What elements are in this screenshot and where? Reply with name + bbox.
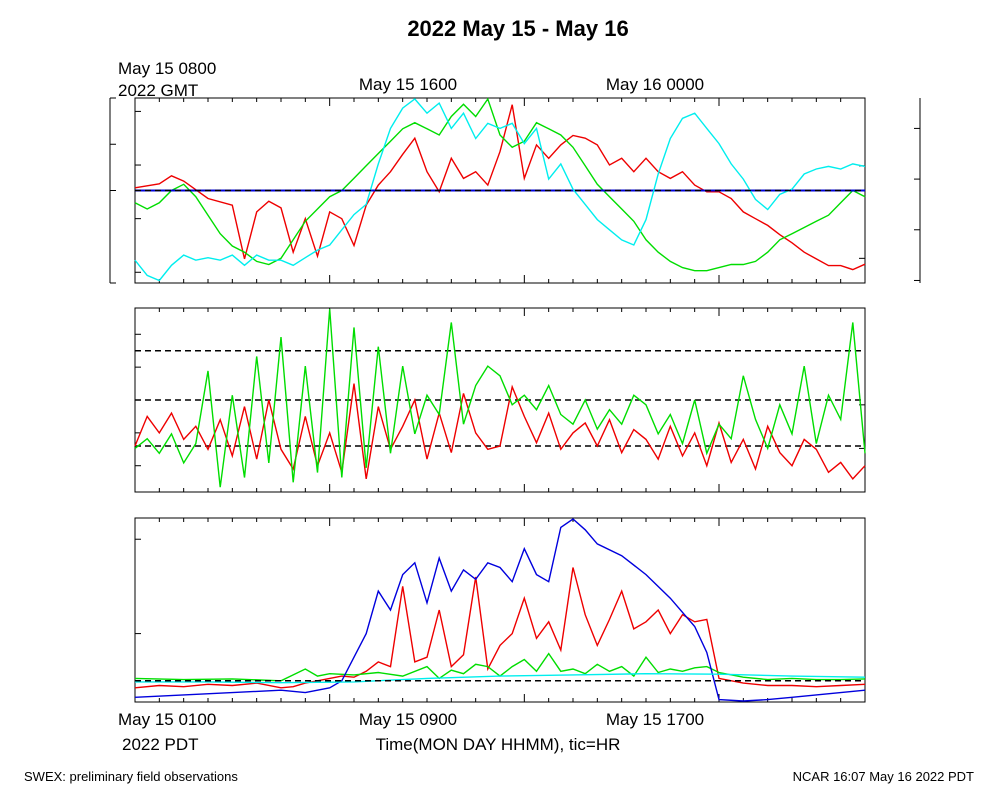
series-line-2 (134, 518, 866, 702)
panel-energy-budget (134, 517, 866, 703)
panel-wind (134, 307, 866, 493)
bottom-time-label-1: 2022 PDT (122, 735, 199, 754)
panel-frame (134, 517, 866, 703)
footer-left: SWEX: preliminary field observations (24, 769, 238, 784)
x-axis-label: Time(MON DAY HHMM), tic=HR (376, 735, 621, 754)
series-line-3 (134, 98, 866, 282)
top-time-label-0: May 15 0800 (118, 59, 216, 78)
top-time-label-2: May 15 1600 (359, 75, 457, 94)
bottom-time-label-2: May 15 0900 (359, 710, 457, 729)
chart-title: 2022 May 15 - May 16 (407, 16, 628, 41)
top-time-label-3: May 16 0000 (606, 75, 704, 94)
series-line-1 (134, 97, 866, 272)
footer-right: NCAR 16:07 May 16 2022 PDT (793, 769, 974, 784)
bottom-time-label-0: May 15 0100 (118, 710, 216, 729)
series-line-3 (135, 672, 866, 684)
panel-temperature-pressure (109, 97, 921, 284)
series-line-0 (134, 104, 866, 271)
bottom-time-label-3: May 15 1700 (606, 710, 704, 729)
series-line-1 (134, 308, 866, 488)
series-line-0 (134, 567, 866, 689)
top-time-label-1: 2022 GMT (118, 81, 198, 100)
series-line-0 (134, 383, 866, 480)
